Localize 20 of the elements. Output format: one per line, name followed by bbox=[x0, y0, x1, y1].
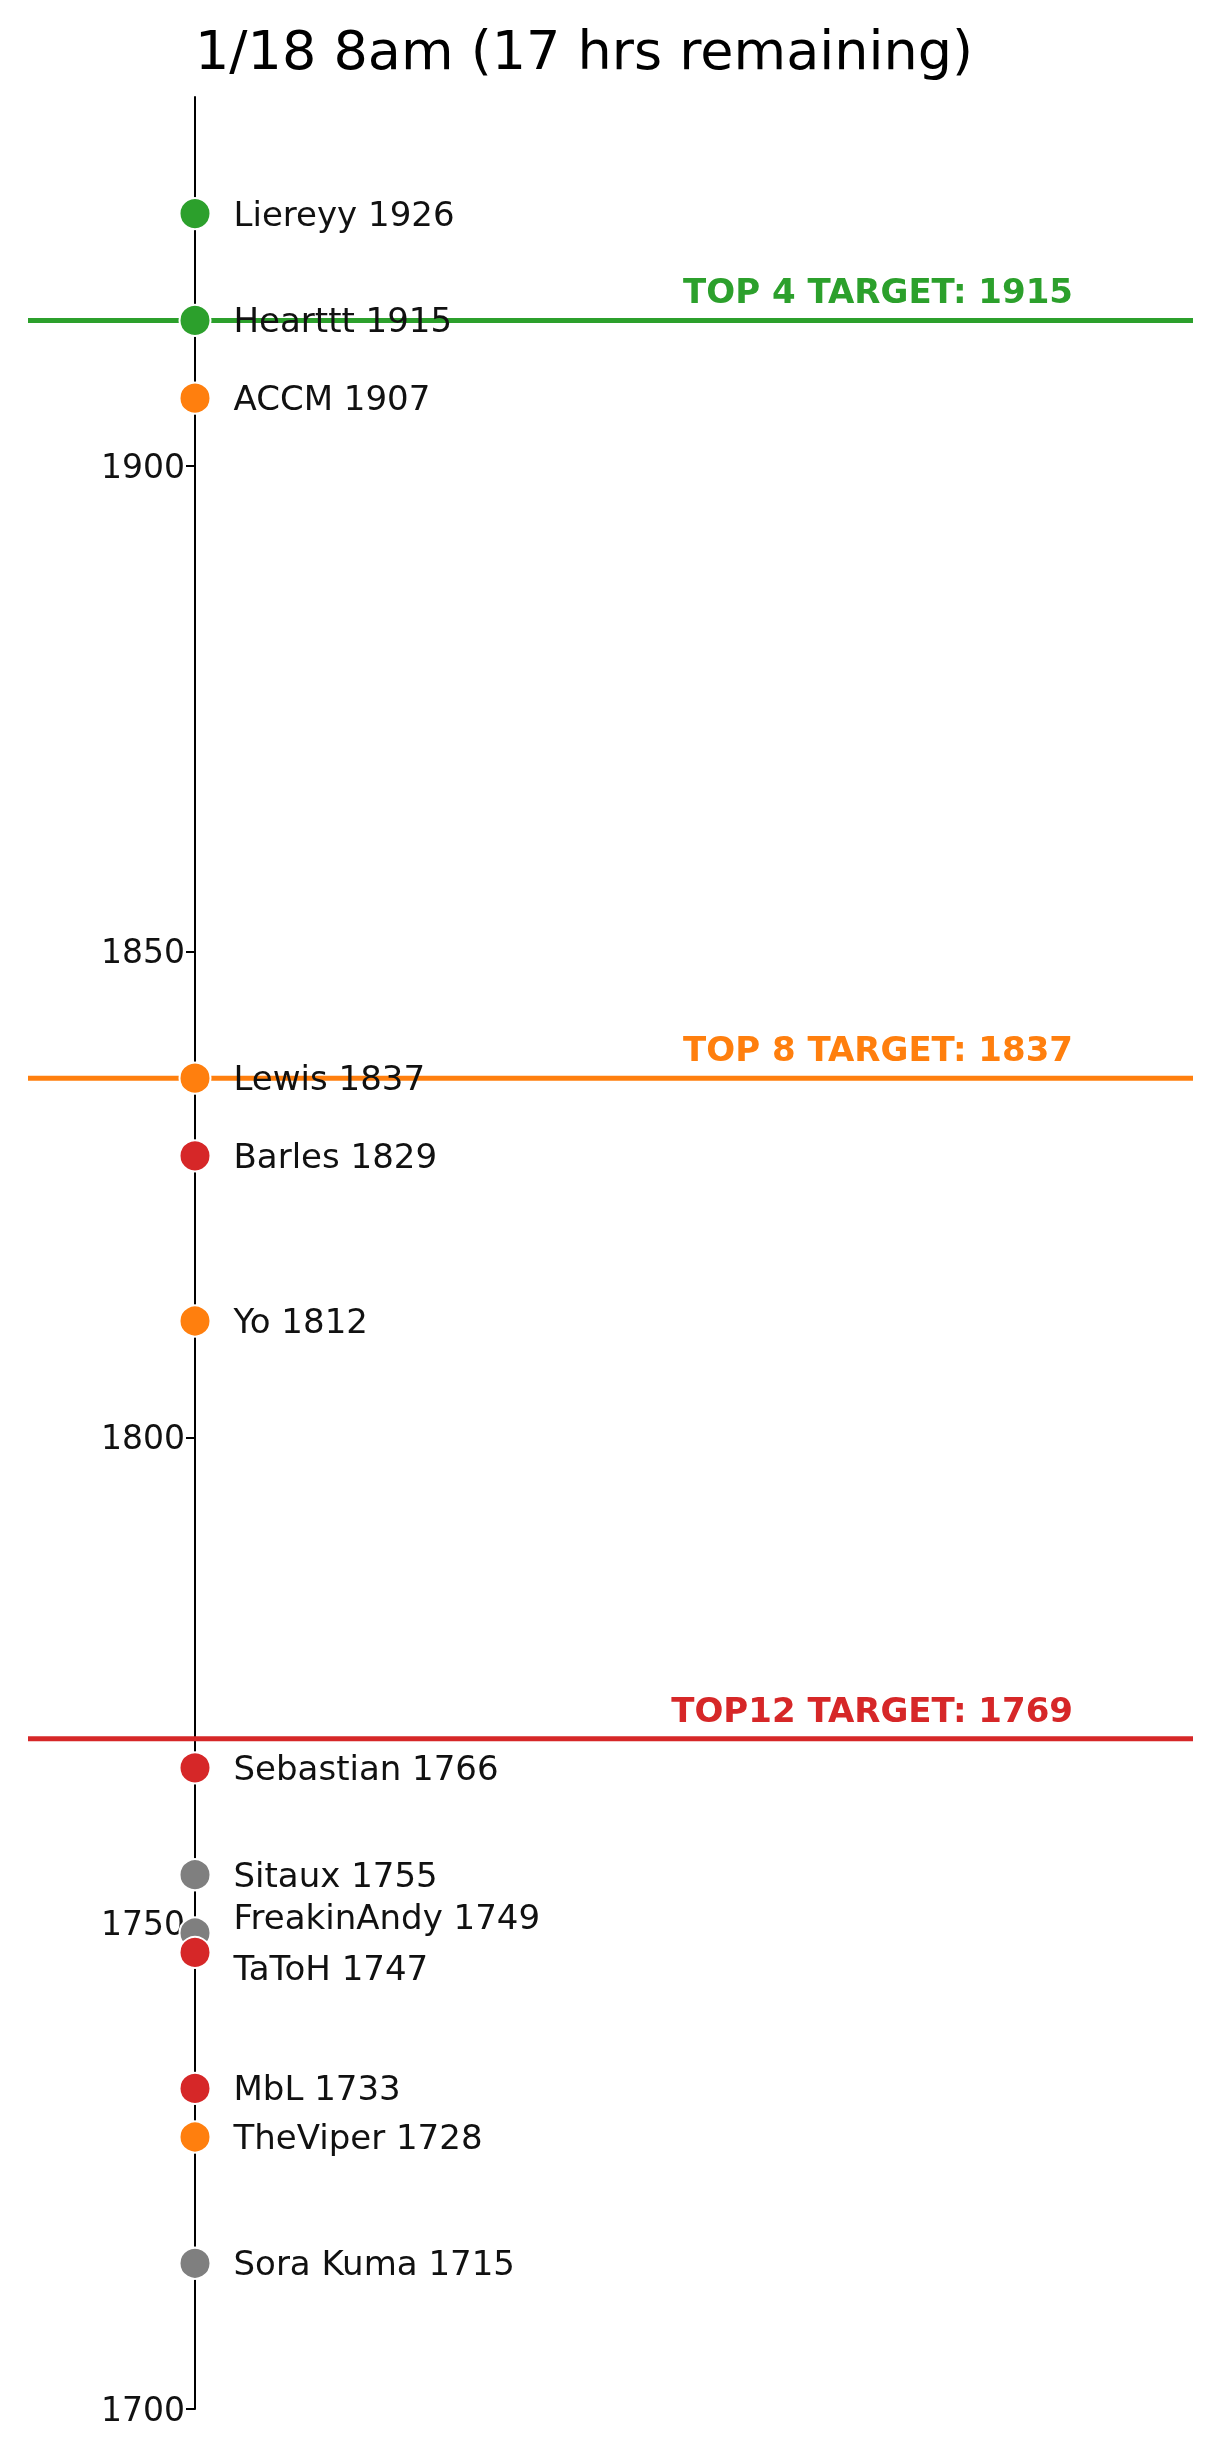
data-label: Sitaux 1755 bbox=[233, 1854, 438, 1895]
data-label: TheViper 1728 bbox=[232, 2117, 483, 2157]
data-label: FreakinAndy 1749 bbox=[233, 1897, 541, 1937]
data-label: TaToH 1747 bbox=[232, 1948, 429, 1989]
ref-line-label: TOP12 TARGET: 1769 bbox=[671, 1689, 1073, 1730]
ref-line-label: TOP 4 TARGET: 1915 bbox=[683, 271, 1073, 312]
data-label: Yo 1812 bbox=[232, 1301, 368, 1341]
y-tick-label: 1700 bbox=[101, 2389, 185, 2429]
chart-title: 1/18 8am (17 hrs remaining) bbox=[195, 18, 974, 82]
data-label: Barles 1829 bbox=[233, 1135, 438, 1176]
y-tick-label: 1900 bbox=[101, 446, 185, 486]
data-label: Sora Kuma 1715 bbox=[233, 2243, 515, 2284]
y-tick-label: 1750 bbox=[101, 1903, 185, 1943]
ref-line-label: TOP 8 TARGET: 1837 bbox=[683, 1029, 1073, 1070]
data-label: ACCM 1907 bbox=[233, 378, 431, 419]
data-label: Liereyy 1926 bbox=[233, 193, 455, 234]
y-tick-label: 1850 bbox=[101, 932, 185, 972]
data-label: MbL 1733 bbox=[233, 2068, 401, 2109]
data-label: Sebastian 1766 bbox=[233, 1747, 499, 1788]
y-tick-label: 1800 bbox=[101, 1418, 185, 1458]
